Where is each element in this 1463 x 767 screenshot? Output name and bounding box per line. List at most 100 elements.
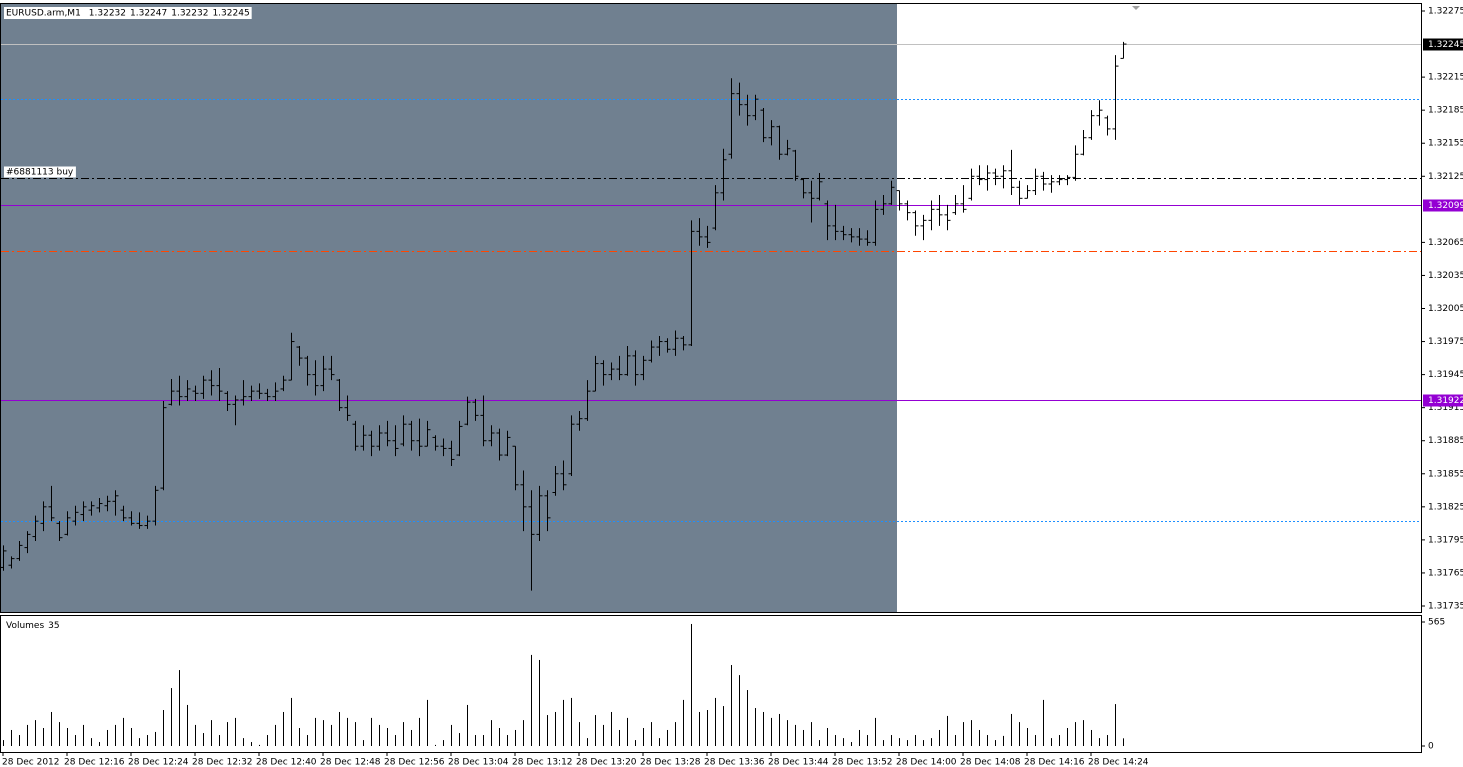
volume-bar [691,623,692,746]
volume-bar [115,724,116,746]
y-tick-label: 1.32005 [1428,304,1463,314]
volume-bar [171,688,172,746]
volume-bar [547,715,548,746]
volume-bar [651,722,652,746]
volume-bar [331,724,332,746]
volume-bar [395,735,396,746]
symbol: EURUSD.arm,M1 [6,8,81,18]
volume-bar [147,735,148,746]
y-tick-label: 1.31825 [1428,502,1463,512]
volume-bar [843,738,844,746]
volume-bar [755,708,756,746]
y-tick-label: 1.31975 [1428,337,1463,347]
volume-bar [403,722,404,746]
volume-bar [1043,699,1044,746]
x-tick-label: 28 Dec 14:24 [1088,758,1149,767]
volume-bar [11,729,12,746]
volume-bar [699,711,700,746]
volume-label: Volumes [6,621,44,631]
volume-bar [947,715,948,746]
volume-bar [459,733,460,746]
volume-bar [267,735,268,746]
price-tag-label: 1.32245 [1428,40,1463,50]
volume-bar [387,728,388,746]
volume-bar [683,699,684,746]
y-tick-label: 1.31795 [1428,535,1463,545]
shift-marker [1132,6,1140,10]
volume-bar [939,729,940,746]
plot-layer: 1.32275 1.32215 1.32185 1.32155 1.32125 1.320… [0,7,1463,767]
volume-bar [35,720,36,746]
level-label: #6881113 buy [6,168,74,178]
volume-bar [139,738,140,746]
volume-bar [523,720,524,746]
volume-bar [59,722,60,746]
volume-bar [867,735,868,746]
volume-bar [259,744,260,746]
x-tick-label: 28 Dec 14:00 [896,758,957,767]
x-tick-label: 28 Dec 12:48 [320,758,381,767]
x-tick-label: 28 Dec 12:16 [64,758,125,767]
volume-bar [707,710,708,746]
volume-bar [1115,704,1116,746]
header: EURUSD.arm,M1 1.32232 1.32247 1.32232 1.3224… [6,8,250,18]
volume-bar [851,742,852,746]
volume-bar [3,740,4,746]
x-tick-label: 28 Dec 13:44 [768,758,829,767]
volume-bar [1083,720,1084,746]
volume-bar [619,729,620,746]
volume-bar [859,729,860,746]
volume-bar [579,722,580,746]
volume-bar [435,744,436,746]
volume-bar [251,742,252,746]
x-tick-label: 28 Dec 12:56 [384,758,445,767]
volume-bar [107,729,108,746]
volume-bar [187,704,188,746]
volume-bar [43,728,44,746]
volume-bar [371,717,372,746]
volume-bar [819,740,820,746]
volume-bar [347,717,348,746]
volume-bar [427,699,428,746]
volume-bar [339,711,340,746]
volume-bar [723,706,724,746]
volume-bar [155,731,156,746]
volume-bar [779,713,780,746]
volume-bar [811,722,812,746]
volume-bar [539,659,540,746]
volume-bar [51,711,52,746]
volume-bar [163,710,164,746]
volume-bar [211,720,212,746]
y-tick-label: 1.32215 [1428,73,1463,83]
volume-bar [507,735,508,746]
volume-bar [195,724,196,746]
y-tick-label: 1.32155 [1428,139,1463,149]
open-value: 1.32232 [89,8,126,18]
volume-bar [987,735,988,746]
volume-bar [1107,735,1108,746]
x-tick-label: 28 Dec 14:16 [1024,758,1085,767]
high-value: 1.32247 [130,8,167,18]
volume-bar [363,740,364,746]
y-tick-label: 1.32275 [1428,7,1463,17]
volume-bar [1019,722,1020,746]
volume-bar [627,717,628,746]
volume-bar [227,722,228,746]
volume-bar [475,735,476,746]
volume-bar [1011,713,1012,746]
volume-tick-label: 565 [1428,618,1445,628]
volume-bar [123,717,124,746]
volume-bar [787,720,788,746]
volume-bar [795,724,796,746]
price-tag [1423,394,1463,407]
volume-bar [883,740,884,746]
volume-bar [99,742,100,746]
price-tag [1423,38,1463,51]
volume-bar [603,724,604,746]
volume-bar [635,740,636,746]
volume-bar [19,735,20,746]
volume-bar [995,740,996,746]
volume-bar [931,738,932,746]
